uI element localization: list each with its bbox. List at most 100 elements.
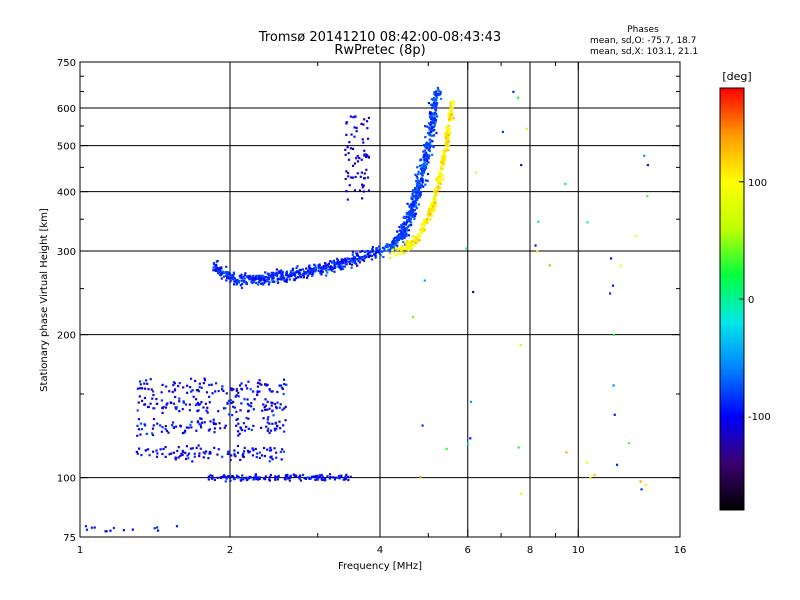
echo-point [220, 267, 223, 270]
echo-point [330, 269, 334, 272]
echo-point [278, 406, 281, 409]
echo-point [445, 447, 448, 451]
echo-point [314, 267, 318, 270]
echo-point [425, 159, 429, 162]
echo-point [189, 386, 192, 389]
echo-point [209, 474, 212, 477]
echo-point [437, 178, 440, 181]
echo-point [442, 151, 445, 155]
echo-point [609, 257, 613, 260]
echo-point [441, 167, 444, 170]
echo-point [372, 250, 375, 253]
echo-point [136, 387, 140, 390]
echo-point [363, 255, 366, 258]
echo-point [445, 147, 448, 150]
echo-point [137, 401, 140, 404]
echo-point [268, 407, 271, 410]
echo-point [428, 208, 431, 211]
echo-point [355, 130, 358, 133]
echo-point [280, 275, 283, 278]
echo-point [283, 279, 286, 282]
echo-point [237, 434, 240, 437]
echo-point [282, 275, 285, 278]
echo-point [340, 265, 343, 268]
echo-point [246, 387, 249, 390]
echo-point [274, 421, 278, 424]
echo-point [442, 156, 446, 160]
echo-point [401, 251, 404, 254]
echo-point [306, 274, 310, 277]
echo-point [379, 250, 382, 253]
echo-point [324, 478, 327, 482]
echo-point [251, 447, 254, 450]
echo-point [150, 388, 153, 391]
echo-point [445, 139, 448, 142]
echo-point [418, 190, 421, 193]
echo-point [161, 406, 164, 409]
echo-point [239, 409, 242, 412]
echo-point [415, 175, 418, 178]
echo-point [284, 405, 287, 408]
echo-point [152, 424, 155, 427]
echo-point [190, 426, 193, 429]
echo-point [190, 390, 193, 393]
echo-point [256, 381, 260, 385]
echo-point [643, 154, 646, 157]
echo-point [240, 477, 243, 480]
echo-point [358, 156, 361, 160]
echo-point [147, 405, 150, 409]
echo-point [428, 209, 431, 212]
echo-point [362, 184, 365, 187]
echo-point [213, 431, 216, 434]
echo-point [325, 266, 328, 269]
echo-point [431, 105, 434, 108]
echo-point [423, 165, 426, 168]
echo-point [178, 409, 181, 413]
echo-point [345, 473, 348, 476]
echo-point [423, 166, 426, 169]
echo-point [423, 160, 426, 163]
echo-point [354, 259, 357, 262]
echo-point [432, 145, 435, 149]
echo-point [412, 239, 415, 242]
echo-point [239, 479, 242, 482]
echo-point [175, 406, 178, 409]
echo-point [345, 122, 348, 125]
echo-point [434, 197, 437, 200]
echo-point [276, 273, 279, 276]
echo-point [445, 142, 449, 145]
echo-point [346, 475, 349, 479]
echo-point [443, 135, 447, 138]
echo-point [191, 447, 194, 450]
echo-point [412, 215, 415, 219]
echo-point [316, 476, 319, 479]
echo-point [196, 401, 200, 405]
echo-point [443, 158, 447, 161]
echo-point [422, 222, 425, 225]
echo-point [171, 421, 175, 424]
echo-point [250, 280, 253, 283]
echo-point [198, 385, 201, 389]
echo-point [422, 153, 426, 156]
echo-point [386, 243, 389, 246]
echo-point [200, 386, 203, 389]
echo-point [329, 265, 333, 268]
echo-point [237, 476, 241, 479]
echo-point [472, 290, 475, 294]
grid-lines [80, 62, 680, 537]
echo-point [244, 281, 248, 284]
echo-point [268, 431, 271, 435]
echo-point [140, 428, 144, 431]
echo-point [352, 116, 355, 119]
echo-point [242, 452, 245, 455]
echo-point [403, 221, 406, 224]
echo-point [646, 163, 649, 167]
echo-point [371, 246, 374, 249]
echo-point [151, 390, 155, 393]
echo-point [180, 452, 183, 455]
echo-point [279, 384, 283, 387]
echo-point [250, 277, 253, 281]
echo-point [285, 277, 289, 280]
echo-point [435, 178, 438, 181]
echo-point [412, 244, 415, 247]
